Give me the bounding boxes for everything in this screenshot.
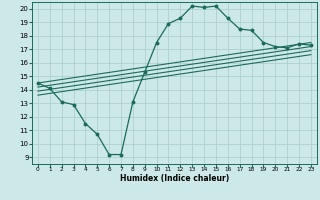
X-axis label: Humidex (Indice chaleur): Humidex (Indice chaleur) [120, 174, 229, 183]
